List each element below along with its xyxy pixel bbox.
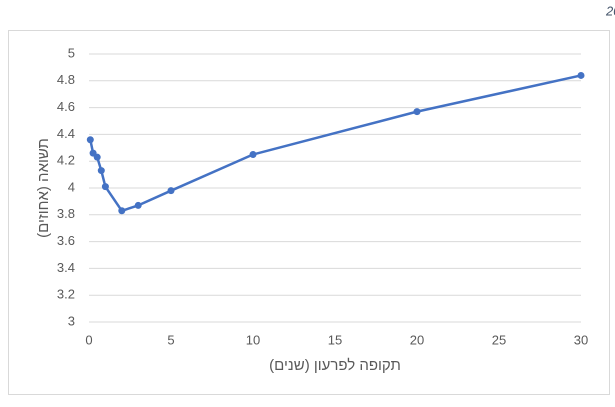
x-tick-label: 20: [410, 332, 424, 347]
x-tick-label: 15: [328, 332, 342, 347]
marker: [167, 187, 175, 195]
x-tick-label: 10: [246, 332, 260, 347]
marker: [134, 201, 142, 209]
x-tick-label: 25: [492, 332, 506, 347]
y-tick-label: 4.2: [57, 153, 75, 168]
marker: [86, 136, 94, 144]
y-axis-label: תשואה (אחוזים): [35, 138, 52, 238]
chart-title: תרשים 1 : עקום תשואות של ממשלת ישראל,18 …: [605, 3, 615, 18]
y-tick-label: 3: [68, 313, 75, 328]
marker: [118, 207, 126, 215]
y-tick-label: 4.6: [57, 99, 75, 114]
y-tick-label: 4.8: [57, 72, 75, 87]
marker: [101, 183, 109, 191]
x-tick-label: 0: [85, 332, 92, 347]
y-tick-label: 4: [68, 179, 75, 194]
marker: [249, 151, 257, 158]
y-tick-label: 3.4: [57, 260, 75, 275]
y-tick-label: 3.8: [57, 206, 75, 221]
y-tick-label: 3.6: [57, 233, 75, 248]
y-tick-label: 3.2: [57, 287, 75, 302]
x-tick-label: 5: [167, 332, 174, 347]
y-tick-label: 5: [68, 45, 75, 60]
marker: [97, 167, 105, 175]
marker: [577, 71, 585, 79]
y-tick-label: 4.4: [57, 126, 75, 141]
line: [89, 74, 582, 213]
marker: [413, 108, 421, 116]
marker: [93, 153, 101, 161]
x-tick-label: 30: [574, 332, 588, 347]
x-axis-label: תקופה לפרעון (שנים): [269, 357, 401, 374]
chart-border: [8, 30, 610, 395]
